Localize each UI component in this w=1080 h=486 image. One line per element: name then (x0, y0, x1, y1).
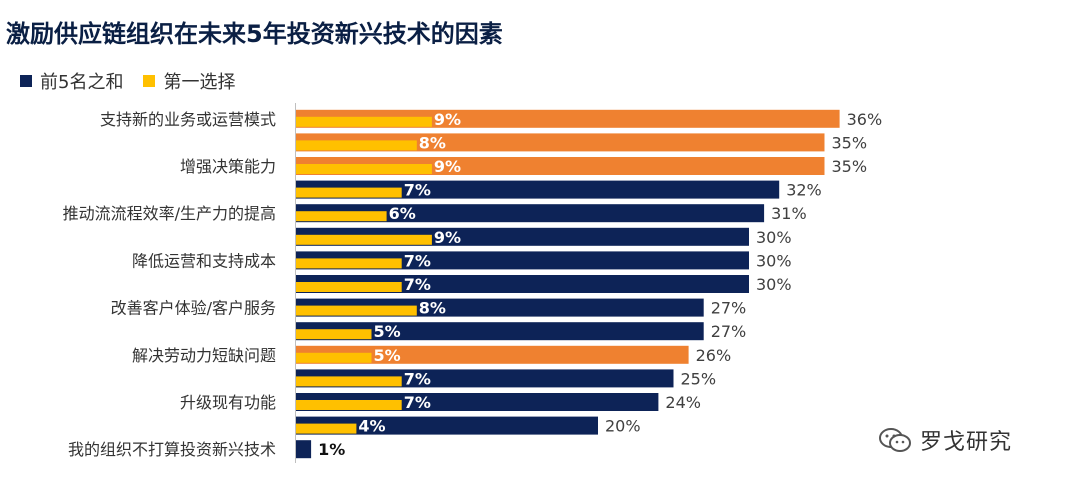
first-value-label: 4% (358, 417, 385, 436)
category-label: 改善客户体验/客户服务 (111, 299, 276, 318)
category-label: 降低运营和支持成本 (132, 251, 276, 270)
bar-first (296, 116, 432, 127)
watermark: 罗戈研究 (878, 424, 1012, 456)
first-value-label: 8% (419, 133, 446, 152)
bar-first (296, 352, 372, 363)
first-value-label: 8% (419, 299, 446, 318)
category-label: 推动流流程效率/生产力的提高 (63, 204, 276, 223)
total-value-label: 30% (756, 275, 792, 294)
watermark-text: 罗戈研究 (920, 430, 1013, 455)
first-value-label: 7% (404, 393, 431, 412)
bar-first (296, 140, 417, 151)
category-label: 增强决策能力 (180, 157, 276, 176)
total-value-label: 20% (605, 417, 641, 436)
wechat-icon (879, 428, 911, 452)
bar-first (296, 211, 387, 222)
total-value-label: 35% (832, 157, 868, 176)
category-label: 解决劳动力短缺问题 (132, 346, 276, 365)
legend-label-total: 前5名之和 (40, 72, 124, 93)
bar-total (296, 275, 749, 293)
bar-first (296, 376, 402, 387)
bar-first (296, 234, 432, 245)
bar-total (296, 440, 312, 459)
first-value-label: 9% (434, 228, 461, 247)
bar-first (296, 187, 402, 198)
bar-total (296, 251, 749, 270)
total-value-label: 30% (756, 251, 792, 270)
category-label: 升级现有功能 (180, 393, 276, 412)
category-label: 支持新的业务或运营模式 (100, 110, 276, 129)
legend-item-first: 第一选择 (143, 68, 235, 94)
total-value-label: 27% (711, 299, 747, 318)
bar-first (296, 329, 372, 340)
legend: 前5名之和 第一选择 (20, 68, 255, 94)
bar-first (296, 423, 357, 434)
first-value-label: 7% (404, 251, 431, 270)
bar-total (296, 204, 765, 223)
total-value-label: 32% (786, 181, 822, 200)
first-value-label: 5% (374, 346, 401, 365)
bar-first (296, 164, 432, 174)
bar-total (296, 345, 689, 364)
chart-title: 激励供应链组织在未来5年投资新兴技术的因素 (6, 20, 503, 48)
bar-first (296, 305, 417, 316)
legend-label-first: 第一选择 (163, 72, 236, 93)
bar-total (296, 322, 704, 341)
total-value-label: 25% (681, 369, 717, 388)
bar-first (296, 400, 402, 410)
bar-first (296, 282, 402, 292)
first-value-label: 9% (434, 110, 461, 129)
total-value-label: 24% (665, 393, 701, 412)
first-value-label: 9% (434, 157, 461, 176)
total-value-label: 27% (711, 322, 747, 341)
legend-swatch-first (143, 75, 156, 87)
bar-first (296, 258, 402, 269)
first-value-label: 7% (404, 181, 431, 200)
legend-swatch-total (20, 75, 32, 87)
total-value-label: 26% (696, 346, 732, 365)
bar-total (296, 416, 598, 435)
first-value-label: 5% (374, 322, 401, 341)
total-value-label: 36% (847, 110, 883, 129)
first-value-label: 6% (389, 204, 416, 223)
first-value-label: 7% (404, 275, 431, 294)
bar-total (296, 180, 780, 199)
category-label: 我的组织不打算投资新兴技术 (68, 440, 276, 459)
total-value-label: 30% (756, 228, 792, 247)
first-value-label: 7% (404, 369, 431, 388)
total-value-label: 1% (318, 440, 345, 459)
total-value-label: 35% (832, 133, 868, 152)
bar-total (296, 133, 825, 152)
legend-item-total: 前5名之和 (20, 68, 123, 94)
total-value-label: 31% (771, 204, 807, 223)
